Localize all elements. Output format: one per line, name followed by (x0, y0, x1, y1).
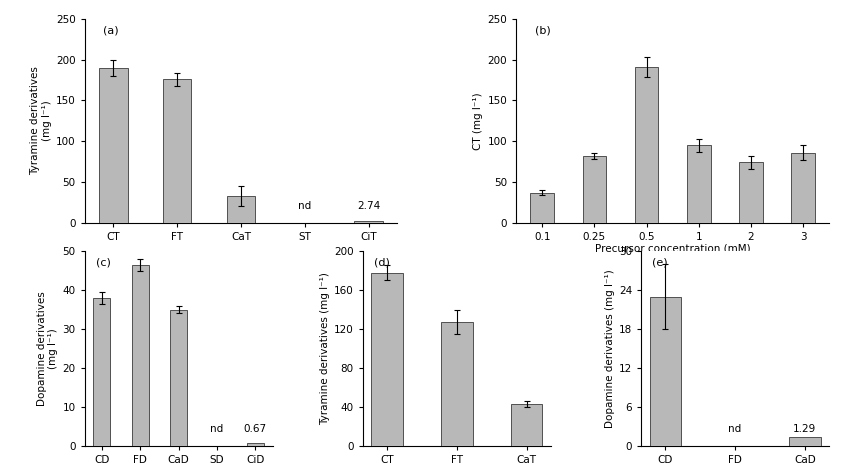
Text: nd: nd (728, 424, 742, 434)
Bar (170, 310, 187, 446)
Text: 1.29: 1.29 (794, 424, 816, 434)
Text: (d): (d) (374, 257, 390, 267)
Y-axis label: Tyramine derivatives (mg l⁻¹): Tyramine derivatives (mg l⁻¹) (320, 272, 330, 425)
Bar (371, 273, 403, 446)
Bar (739, 163, 763, 223)
Bar (791, 153, 815, 223)
Bar (247, 443, 264, 446)
Bar (530, 192, 554, 223)
X-axis label: Precursor concentration (mM): Precursor concentration (mM) (595, 243, 750, 253)
Text: (e): (e) (652, 257, 668, 267)
Bar (687, 146, 711, 223)
Text: (b): (b) (535, 25, 551, 35)
Text: nd: nd (299, 201, 311, 210)
Bar (441, 322, 473, 446)
Bar (162, 79, 191, 223)
Y-axis label: CT (mg l⁻¹): CT (mg l⁻¹) (473, 92, 483, 150)
Text: 2.74: 2.74 (357, 201, 381, 210)
Y-axis label: Dopamine derivatives
(mg l⁻¹): Dopamine derivatives (mg l⁻¹) (36, 291, 58, 406)
Bar (227, 196, 255, 223)
Text: nd: nd (211, 424, 223, 434)
Bar (511, 404, 542, 446)
Y-axis label: Dopamine derivatives (mg l⁻¹): Dopamine derivatives (mg l⁻¹) (605, 269, 615, 428)
Text: (c): (c) (96, 257, 111, 267)
Text: 0.67: 0.67 (244, 424, 267, 434)
Bar (354, 220, 383, 223)
Bar (650, 297, 681, 446)
Y-axis label: Tyramine derivatives
(mg l⁻¹): Tyramine derivatives (mg l⁻¹) (30, 66, 52, 175)
Bar (583, 156, 606, 223)
Text: (a): (a) (103, 25, 119, 35)
Bar (93, 298, 111, 446)
Bar (634, 67, 658, 223)
Bar (99, 68, 128, 223)
Bar (789, 437, 821, 446)
Bar (131, 265, 149, 446)
